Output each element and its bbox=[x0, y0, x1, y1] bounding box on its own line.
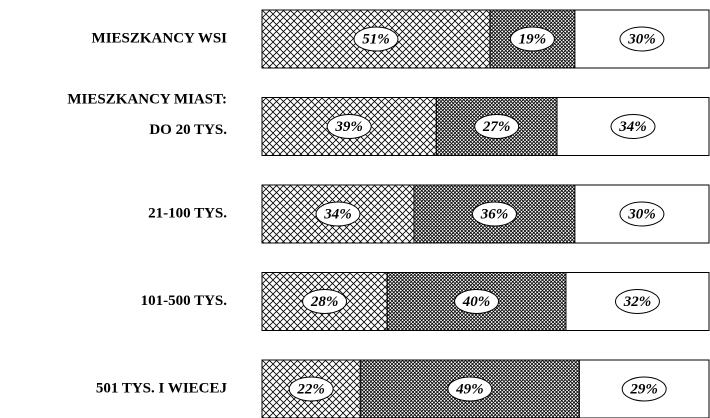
value-label-oval bbox=[471, 201, 517, 227]
bar-segment bbox=[261, 272, 388, 331]
value-label: 32% bbox=[623, 294, 652, 310]
value-label: 49% bbox=[455, 381, 484, 397]
category-label: DO 20 TYS. bbox=[149, 122, 227, 138]
group-label: MIESZKANCY MIAST: bbox=[67, 91, 227, 107]
value-label-oval bbox=[315, 201, 361, 227]
value-label: 39% bbox=[334, 119, 363, 135]
value-label: 28% bbox=[310, 294, 339, 310]
value-label: 30% bbox=[627, 206, 656, 222]
value-label-oval bbox=[614, 289, 660, 314]
value-label-oval bbox=[474, 114, 520, 139]
value-label-oval bbox=[619, 26, 665, 52]
category-label: 101-500 TYS. bbox=[141, 293, 228, 309]
value-label-oval bbox=[302, 289, 348, 314]
value-label-oval bbox=[621, 376, 667, 402]
value-label: 27% bbox=[482, 119, 511, 135]
value-label-oval bbox=[619, 201, 665, 227]
value-label: 34% bbox=[618, 119, 647, 135]
value-label-oval bbox=[454, 289, 500, 314]
value-label: 29% bbox=[629, 381, 658, 397]
value-label-oval bbox=[509, 26, 555, 52]
value-label-oval bbox=[326, 114, 372, 139]
value-label: 34% bbox=[323, 206, 352, 222]
category-label: 21-100 TYS. bbox=[148, 205, 227, 221]
category-label: MIESZKANCY WSI bbox=[92, 30, 228, 46]
value-label: 51% bbox=[362, 31, 390, 47]
value-label-oval bbox=[610, 114, 656, 139]
value-label: 36% bbox=[480, 206, 509, 222]
value-label: 30% bbox=[627, 31, 656, 47]
value-label: 19% bbox=[519, 31, 547, 47]
category-label: 501 TYS. I WIECEJ bbox=[96, 380, 228, 396]
value-label-oval bbox=[353, 26, 399, 52]
value-label: 40% bbox=[462, 294, 491, 310]
value-label-oval bbox=[447, 376, 493, 402]
value-label-oval bbox=[288, 376, 334, 402]
value-label: 22% bbox=[296, 381, 325, 397]
